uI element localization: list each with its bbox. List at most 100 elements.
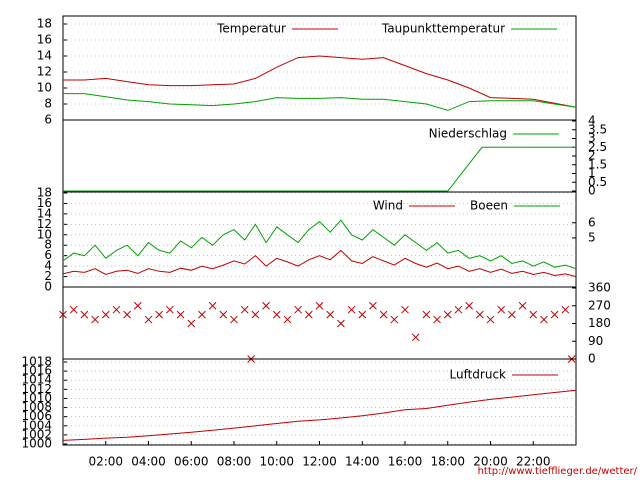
y-tick-label: 1002 — [21, 427, 52, 441]
scatter-point — [112, 305, 121, 314]
y-tick-label: 1.5 — [588, 157, 607, 171]
scatter-point — [401, 305, 409, 314]
scatter-point — [144, 315, 153, 324]
scatter-point — [187, 319, 196, 328]
scatter-point — [454, 305, 463, 314]
scatter-point — [272, 310, 281, 319]
scatter-point — [540, 315, 548, 324]
scatter-point — [294, 305, 302, 314]
y-tick-label: 10 — [37, 81, 52, 95]
scatter-point — [529, 310, 538, 319]
scatter-point — [251, 310, 260, 319]
scatter-point — [422, 310, 431, 319]
legend-label: Niederschlag — [429, 127, 507, 141]
y-tick-label: 0 — [588, 352, 596, 366]
scatter-point — [155, 310, 164, 319]
scatter-point — [347, 305, 356, 314]
y-tick-label: 0 — [588, 184, 596, 198]
scatter-point — [304, 310, 313, 319]
scatter-point — [315, 301, 324, 310]
scatter-point — [326, 310, 335, 319]
scatter-point — [80, 310, 89, 319]
x-tick-label: 20:00 — [473, 455, 508, 469]
scatter-point — [561, 305, 570, 314]
scatter-point — [465, 301, 473, 310]
scatter-point — [208, 301, 217, 310]
y-tick-label: 8 — [44, 97, 52, 111]
y-tick-label: 14 — [37, 206, 52, 220]
y2-tick-label: 5 — [588, 230, 596, 244]
scatter-point — [411, 333, 420, 342]
legend-label: Luftdruck — [449, 368, 506, 382]
y-tick-label: 0.5 — [588, 175, 607, 189]
scatter-point — [443, 310, 452, 319]
y-tick-label: 6 — [44, 113, 52, 127]
x-tick-label: 06:00 — [174, 455, 209, 469]
x-tick-label: 14:00 — [345, 455, 380, 469]
y-tick-label: 4 — [588, 114, 596, 128]
y-tick-label: 10 — [37, 227, 52, 241]
legend-label: Temperatur — [216, 22, 286, 36]
y-tick-label: 90 — [588, 334, 603, 348]
scatter-point — [219, 310, 228, 319]
y-tick-label: 360 — [588, 281, 611, 295]
scatter-point — [337, 319, 345, 328]
scatter-point — [550, 310, 559, 319]
y2-tick-label: 6 — [588, 215, 596, 229]
scatter-point — [69, 305, 78, 314]
scatter-point — [101, 310, 110, 319]
y-tick-label: 1000 — [21, 437, 52, 451]
scatter-point — [91, 315, 99, 324]
y-tick-label: 1018 — [21, 355, 52, 369]
x-tick-label: 12:00 — [302, 455, 337, 469]
series-line — [62, 219, 577, 270]
scatter-point — [508, 310, 516, 319]
scatter-point — [433, 315, 441, 324]
y-tick-label: 12 — [37, 65, 52, 79]
x-tick-label: 18:00 — [430, 455, 465, 469]
y-tick-label: 2.5 — [588, 140, 607, 154]
y-tick-label: 1004 — [21, 418, 52, 432]
scatter-point — [123, 310, 131, 319]
series-line — [63, 93, 577, 111]
scatter-point — [518, 301, 527, 310]
scatter-point — [475, 310, 484, 319]
scatter-point — [176, 310, 185, 319]
scatter-point — [240, 305, 249, 314]
scatter-point — [369, 301, 377, 310]
scatter-point — [497, 305, 506, 314]
y-tick-label: 270 — [588, 298, 611, 312]
scatter-point — [358, 310, 367, 319]
series-line — [63, 55, 577, 108]
x-tick-label: 10:00 — [259, 455, 294, 469]
scatter-point — [198, 310, 206, 319]
y-tick-label: 1 — [588, 166, 596, 180]
scatter-point — [166, 305, 174, 314]
scatter-point — [133, 301, 142, 310]
y-tick-label: 14 — [37, 49, 52, 63]
y-tick-label: 18 — [37, 17, 52, 31]
legend-label: Boeen — [470, 199, 508, 213]
x-tick-label: 22:00 — [516, 455, 551, 469]
series-line — [62, 389, 577, 441]
x-tick-label: 08:00 — [217, 455, 252, 469]
scatter-point — [262, 301, 270, 310]
legend-label: Taupunkttemperatur — [381, 22, 505, 36]
y-tick-label: 2 — [588, 149, 596, 163]
y-tick-label: 3 — [588, 131, 596, 145]
y-tick-label: 1016 — [21, 364, 52, 378]
y-tick-label: 12 — [37, 217, 52, 231]
legend-label: Wind — [373, 199, 403, 213]
scatter-point — [283, 315, 292, 324]
y-tick-label: 180 — [588, 316, 611, 330]
y-tick-label: 8 — [44, 238, 52, 252]
y-tick-label: 4 — [44, 259, 52, 273]
y-tick-label: 16 — [37, 33, 52, 47]
y-tick-label: 1006 — [21, 409, 52, 423]
y-tick-label: 18 — [37, 186, 52, 200]
y-tick-label: 1012 — [21, 382, 52, 396]
y-tick-label: 16 — [37, 196, 52, 210]
y-tick-label: 6 — [44, 248, 52, 262]
y-tick-label: 1010 — [21, 391, 52, 405]
x-tick-label: 16:00 — [388, 455, 423, 469]
